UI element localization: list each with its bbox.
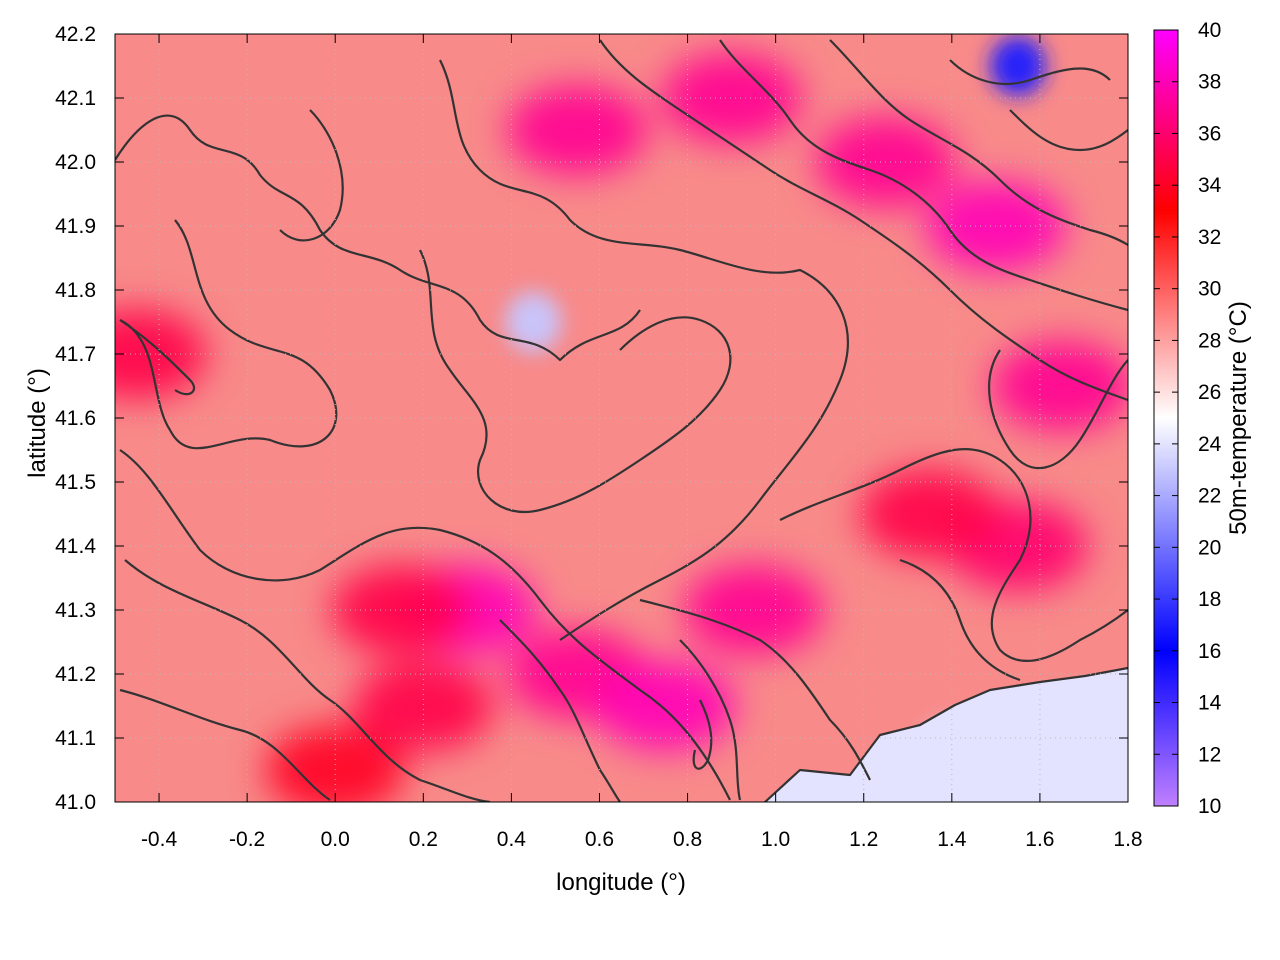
contour-line	[679, 639, 742, 801]
x-tick-label: 0.2	[409, 828, 438, 851]
colorbar-tick-label: 38	[1198, 71, 1221, 94]
y-tick-label: 41.7	[55, 343, 96, 366]
x-tick-labels: -0.4 -0.2 0.0 0.2 0.4 0.6 0.8 1.0 1.2 1.4 1.6 1.8	[141, 828, 1143, 851]
colorbar-ticks	[1154, 29, 1178, 807]
heatmap	[115, 34, 1128, 802]
hot-spot	[683, 565, 824, 655]
colorbar-tick-label: 22	[1198, 485, 1221, 508]
colorbar-tick-label: 14	[1198, 692, 1222, 715]
colorbar-tick-labels: 10 12 14 16 18 20 22 24 26 28 30 32 34 36 38 40	[1198, 19, 1222, 818]
x-tick-label: 1.0	[761, 828, 790, 851]
contour-line	[439, 59, 849, 641]
hot-spot	[859, 469, 1000, 559]
contour-lines	[115, 39, 1128, 802]
colorbar-tick-label: 16	[1198, 640, 1221, 663]
hot-spot	[353, 661, 494, 751]
contour-line	[1009, 109, 1128, 152]
y-tick-label: 41.8	[55, 279, 96, 302]
contour-line	[949, 59, 1111, 85]
y-tick-label: 41.3	[55, 599, 96, 622]
contour-line	[115, 114, 641, 362]
hot-spot	[507, 85, 648, 175]
contour-line	[988, 349, 1128, 470]
colorbar-tick-label: 28	[1198, 329, 1221, 352]
y-tick-label: 42.2	[55, 23, 96, 46]
hot-spot-layer	[115, 53, 1128, 802]
contour-line	[499, 619, 621, 802]
colorbar-label: 50m-temperature (°C)	[1225, 301, 1252, 535]
hot-spot	[331, 565, 472, 655]
x-tick-label: 1.2	[849, 828, 878, 851]
colorbar-tick-label: 24	[1198, 433, 1222, 456]
x-tick-label: 1.6	[1025, 828, 1054, 851]
cool-spot	[505, 292, 562, 352]
colorbar-tick-label: 26	[1198, 381, 1221, 404]
x-tick-label: 0.0	[321, 828, 350, 851]
colorbar-gradient	[1153, 29, 1179, 807]
x-tick-label: 0.4	[497, 828, 527, 851]
colorbar-tick-label: 32	[1198, 226, 1221, 249]
contour-line	[779, 448, 1128, 662]
colorbar-tick-label: 36	[1198, 122, 1221, 145]
contour-line	[279, 109, 344, 242]
y-axis-label: latitude (°)	[24, 368, 51, 478]
contour-line	[119, 688, 331, 801]
contour-line	[719, 39, 1128, 312]
y-tick-label: 41.2	[55, 663, 96, 686]
axis-ticks	[115, 33, 1129, 803]
y-tick-label: 41.4	[55, 535, 96, 558]
x-tick-label: 1.8	[1113, 828, 1142, 851]
contour-line	[764, 666, 1128, 802]
hot-spot	[991, 341, 1128, 431]
x-tick-label: -0.2	[229, 828, 265, 851]
x-tick-label: 0.8	[673, 828, 702, 851]
x-tick-label: 1.4	[937, 828, 967, 851]
contour-line	[419, 249, 732, 513]
y-tick-label: 41.9	[55, 215, 96, 238]
y-tick-label: 41.1	[55, 727, 96, 750]
y-tick-label: 42.1	[55, 87, 96, 110]
colorbar-tick-label: 18	[1198, 588, 1221, 611]
hot-spot	[265, 725, 406, 802]
y-tick-label: 41.6	[55, 407, 96, 430]
contour-line	[639, 598, 871, 781]
x-tick-label: 0.6	[585, 828, 614, 851]
x-axis-label: longitude (°)	[556, 869, 686, 896]
colorbar-tick-label: 10	[1198, 795, 1221, 818]
colorbar-tick-label: 34	[1198, 174, 1222, 197]
contour-line	[899, 558, 1021, 682]
colorbar-tick-label: 40	[1198, 19, 1221, 42]
contour-line	[119, 219, 338, 450]
y-tick-label: 41.5	[55, 471, 96, 494]
colorbar-tick-label: 20	[1198, 536, 1221, 559]
cool-spot	[989, 36, 1046, 96]
y-tick-label: 41.0	[55, 791, 96, 814]
y-tick-label: 42.0	[55, 151, 96, 174]
contour-line	[692, 699, 713, 770]
colorbar-tick-label: 30	[1198, 278, 1221, 301]
y-tick-labels: 41.0 41.1 41.2 41.3 41.4 41.5 41.6 41.7 41.8 41.9…	[55, 23, 96, 814]
contour-line	[119, 449, 731, 801]
contour-line	[829, 39, 1128, 246]
colorbar-tick-label: 12	[1198, 743, 1221, 766]
x-tick-label: -0.4	[141, 828, 178, 851]
colorbar: 10 12 14 16 18 20 22 24 26 28 30 32 34 36 38 40	[1153, 19, 1222, 818]
contour-line	[119, 319, 196, 396]
contour-line	[124, 559, 491, 802]
